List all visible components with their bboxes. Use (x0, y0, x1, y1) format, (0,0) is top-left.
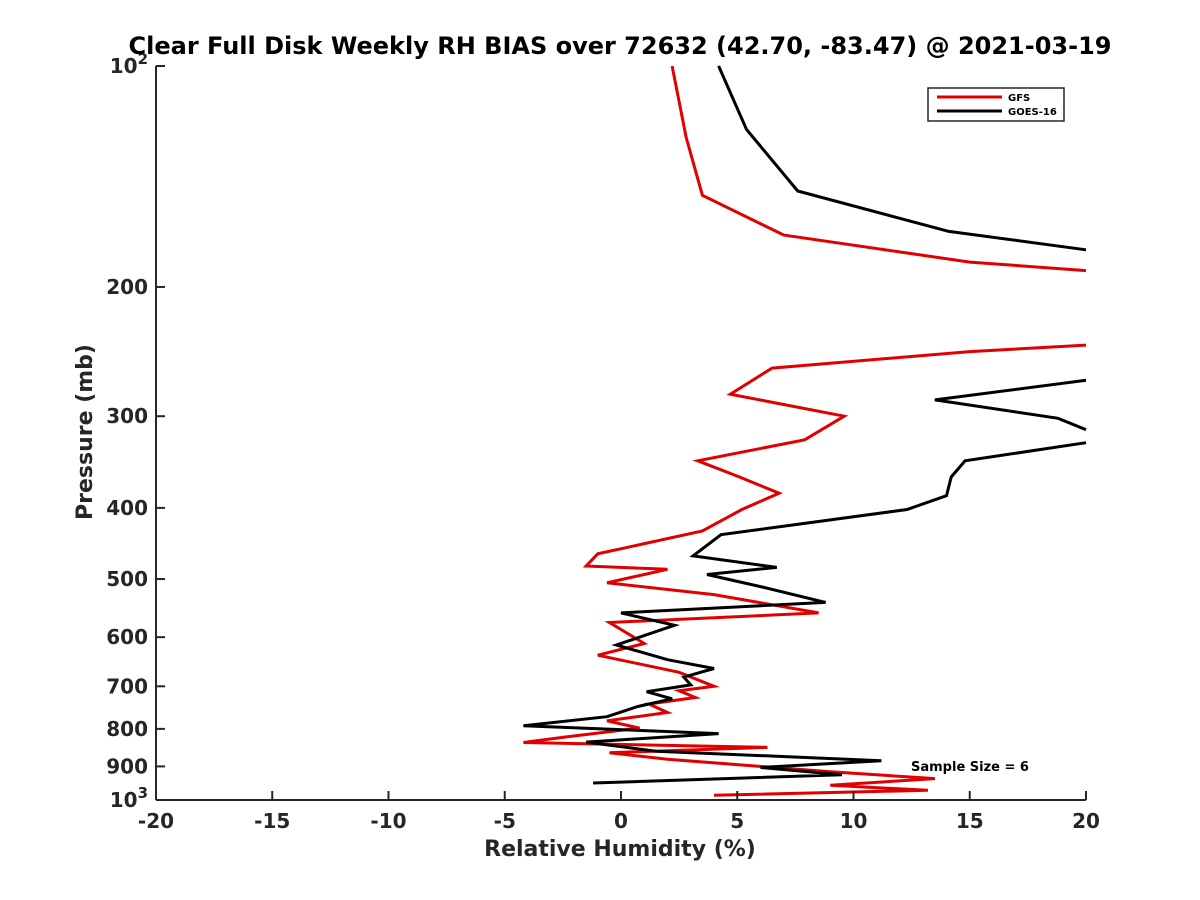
y-tick-label: 500 (106, 567, 148, 591)
y-axis-label: Pressure (mb) (73, 344, 98, 520)
y-tick-label: 103 (110, 784, 148, 812)
legend-label: GFS (1008, 93, 1030, 104)
x-tick-label: 0 (614, 809, 628, 833)
y-tick-label: 102 (110, 50, 148, 78)
y-tick-label: 700 (106, 674, 148, 698)
series-layer (523, 65, 1087, 797)
series-line-goes-16-1 (934, 378, 1087, 432)
y-tick-label: 400 (106, 496, 148, 520)
legend-label: GOES-16 (1008, 107, 1057, 118)
x-tick-label: -5 (494, 809, 516, 833)
x-axis-label: Relative Humidity (%) (484, 837, 756, 862)
y-tick-label: 600 (106, 625, 148, 649)
x-tick-label: -10 (370, 809, 406, 833)
axes-layer: -20 -15 -10 -5 0 5 10 15 20 102 200 300 400 500 600 700… (106, 50, 1100, 833)
sample-size-annotation: Sample Size = 6 (911, 760, 1029, 775)
legend: GFS GOES-16 (927, 87, 1065, 122)
y-tick-label: 200 (106, 275, 148, 299)
x-tick-label: 10 (840, 809, 868, 833)
legend-box (927, 87, 1065, 122)
x-tick-label: -20 (138, 809, 174, 833)
x-tick-label: 20 (1072, 809, 1100, 833)
y-tick-label: 800 (106, 717, 148, 741)
series-line-goes-16-0 (717, 65, 1087, 252)
x-tick-label: -15 (254, 809, 290, 833)
series-line-gfs-0 (670, 65, 1087, 273)
series-line-gfs-1 (523, 343, 1087, 797)
y-tick-label: 300 (106, 404, 148, 428)
y-tick-label: 900 (106, 754, 148, 778)
chart-title: Clear Full Disk Weekly RH BIAS over 7263… (129, 32, 1112, 60)
series-line-goes-16-2 (523, 441, 1087, 785)
x-tick-label: 15 (956, 809, 984, 833)
x-tick-label: 5 (730, 809, 744, 833)
